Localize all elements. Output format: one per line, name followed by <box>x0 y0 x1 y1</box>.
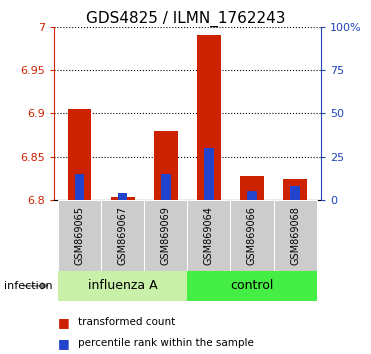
Bar <box>240 176 264 200</box>
Text: GSM869066: GSM869066 <box>247 206 257 265</box>
Bar <box>283 179 307 200</box>
Text: percentile rank within the sample: percentile rank within the sample <box>78 338 254 348</box>
Bar <box>197 35 221 200</box>
Text: GSM869069: GSM869069 <box>161 206 171 265</box>
Text: influenza A: influenza A <box>88 279 158 292</box>
Bar <box>161 174 171 200</box>
Bar <box>111 198 135 200</box>
Text: infection: infection <box>4 281 52 291</box>
Text: GSM869065: GSM869065 <box>75 206 85 265</box>
Text: GDS4825 / ILMN_1762243: GDS4825 / ILMN_1762243 <box>86 11 285 27</box>
Text: ■: ■ <box>58 316 69 329</box>
Text: transformed count: transformed count <box>78 317 175 327</box>
Text: GSM869064: GSM869064 <box>204 206 214 265</box>
Bar <box>204 148 214 200</box>
Bar <box>290 186 300 200</box>
Bar <box>154 131 178 200</box>
Bar <box>68 109 92 200</box>
Text: ■: ■ <box>58 337 69 350</box>
Text: GSM869067: GSM869067 <box>118 206 128 265</box>
Text: control: control <box>230 279 274 292</box>
Bar <box>75 174 84 200</box>
Text: GSM869068: GSM869068 <box>290 206 300 265</box>
Bar <box>118 193 128 200</box>
Bar <box>247 192 257 200</box>
